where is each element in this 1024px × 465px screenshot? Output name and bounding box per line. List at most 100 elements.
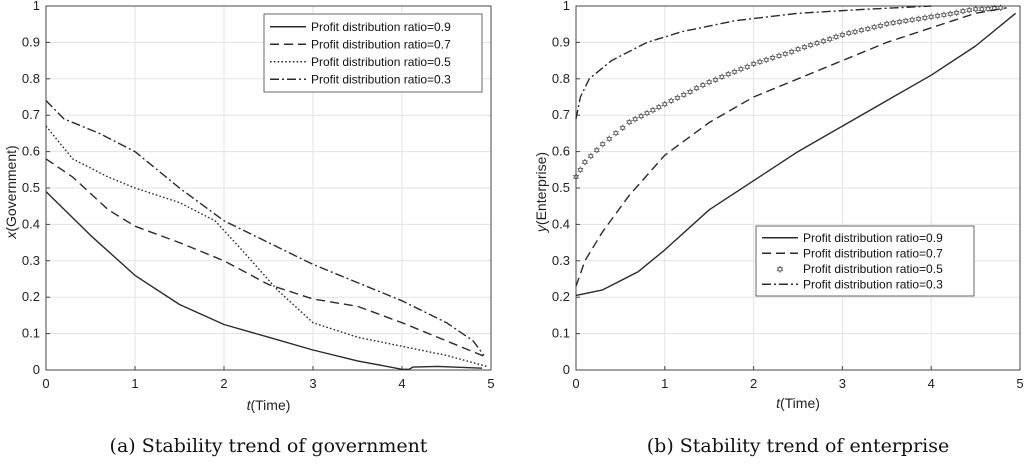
series-marker: ✡ [649,106,657,116]
panel-caption: (a) Stability trend of government [110,435,428,457]
series-marker: ✡ [794,46,802,56]
series-marker: ✡ [788,48,796,58]
series-marker: ✡ [680,91,688,101]
series-marker: ✡ [801,44,809,54]
x-tick-label: 2 [220,376,227,391]
series-marker: ✡ [643,109,651,119]
y-tick-label: 0 [563,362,570,377]
series-marker: ✡ [667,97,675,107]
y-tick-label: 1 [563,0,570,13]
chart-panel-2: 0 1 2 3 4 5 0 0.1 0.2 0.3 0.4 0.5 0.6 0.7 0.8 0.9 1 t(Tim… [533,0,1024,457]
legend-label: Profit distribution ratio=0.7 [311,37,451,51]
series-marker: ✡ [712,76,720,86]
y-tick-label: 0.1 [552,326,570,341]
series-marker: ✡ [946,10,954,20]
y-tick-label: 0.7 [552,107,570,122]
series-marker: ✡ [940,11,948,21]
series-3-markers: ✡✡✡✡✡✡✡✡✡✡✡✡✡✡✡✡✡✡✡✡✡✡✡✡✡✡✡✡✡✡✡✡✡✡✡✡✡✡✡✡… [572,4,1004,183]
y-tick-label: 0.7 [22,107,40,122]
y-tick-label: 0.8 [22,71,40,86]
legend-label: Profit distribution ratio=0.7 [803,246,943,260]
y-axis-label: y(Enterprise) [533,152,549,233]
y-tick-label: 0.2 [22,289,40,304]
x-tick-label: 3 [309,376,316,391]
series-marker: ✡ [990,5,998,15]
chart-panel-1: 0 1 2 3 4 5 0 0.1 0.2 0.3 0.4 0.5 0.6 0.7 0.8 0.9 1 t(Tim… [3,0,495,457]
y-tick-label: 0.8 [552,71,570,86]
series-marker: ✡ [984,5,992,15]
legend-label: Profit distribution ratio=0.9 [311,20,451,34]
y-tick-label: 1 [33,0,40,13]
series-marker: ✡ [626,118,634,128]
x-tick-label: 1 [131,376,138,391]
y-axis-label: x(Government) [3,145,19,239]
series-marker: ✡ [858,26,866,36]
series-marker: ✡ [997,4,1005,14]
x-tick-label: 4 [398,376,405,391]
series-marker: ✡ [959,8,967,18]
series-marker: ✡ [921,14,929,24]
series-marker: ✡ [953,9,961,19]
series-marker: ✡ [870,23,878,33]
series-marker: ✡ [877,22,885,32]
series-marker: ✡ [756,58,764,68]
series-4-line [45,100,485,356]
series-marker: ✡ [612,129,620,139]
series-marker: ✡ [972,6,980,16]
x-tick-label: 5 [487,376,494,391]
series-marker: ✡ [693,85,701,95]
y-tick-label: 0.5 [22,180,40,195]
y-tick-label: 0.4 [552,216,570,231]
series-marker: ✡ [763,56,771,66]
series-marker: ✡ [864,25,872,35]
y-tick-label: 0.9 [22,34,40,49]
series-marker: ✡ [845,30,853,40]
legend: Profit distribution ratio=0.9 Profit dist… [263,13,483,93]
series-marker: ✡ [718,73,726,83]
series-marker: ✡ [813,39,821,49]
x-tick-label: 0 [572,376,579,391]
series-marker: ✡ [699,82,707,92]
series-marker: ✡ [839,31,847,41]
series-1-line [45,191,483,370]
series-marker: ✡ [927,13,935,23]
series-marker: ✡ [637,112,645,122]
series-marker: ✡ [915,15,923,25]
x-axis-label: t(Time) [776,395,820,411]
x-tick-label: 3 [839,376,846,391]
series-marker: ✡ [750,60,758,70]
series-marker: ✡ [978,5,986,15]
series-marker: ✡ [851,28,859,38]
series-marker: ✡ [908,16,916,26]
series-marker: ✡ [902,17,910,27]
series-marker: ✡ [599,140,607,150]
series-marker: ✡ [731,68,739,78]
series-marker: ✡ [686,88,694,98]
legend-marker: ✡ [776,265,784,276]
series-2-line [575,7,1007,287]
series-1-line [575,12,1017,297]
y-tick-label: 0.6 [552,144,570,159]
legend-label: Profit distribution ratio=0.3 [311,72,451,86]
legend-label: Profit distribution ratio=0.5 [311,55,451,69]
series-marker: ✡ [572,173,580,183]
series-marker: ✡ [587,152,595,162]
series-marker: ✡ [743,63,751,73]
series-marker: ✡ [896,18,904,28]
y-tick-label: 0.9 [552,34,570,49]
y-tick-label: 0.1 [22,326,40,341]
series-marker: ✡ [655,103,663,113]
x-tick-label: 2 [750,376,757,391]
series-marker: ✡ [674,94,682,104]
y-tick-label: 0.2 [552,289,570,304]
legend-label: Profit distribution ratio=0.9 [803,231,943,245]
y-tick-label: 0.5 [552,180,570,195]
series-marker: ✡ [724,71,732,81]
x-tick-label: 4 [928,376,935,391]
y-tick-label: 0 [33,362,40,377]
series-marker: ✡ [820,37,828,47]
series-marker: ✡ [606,135,614,145]
series-2-line [45,158,487,358]
